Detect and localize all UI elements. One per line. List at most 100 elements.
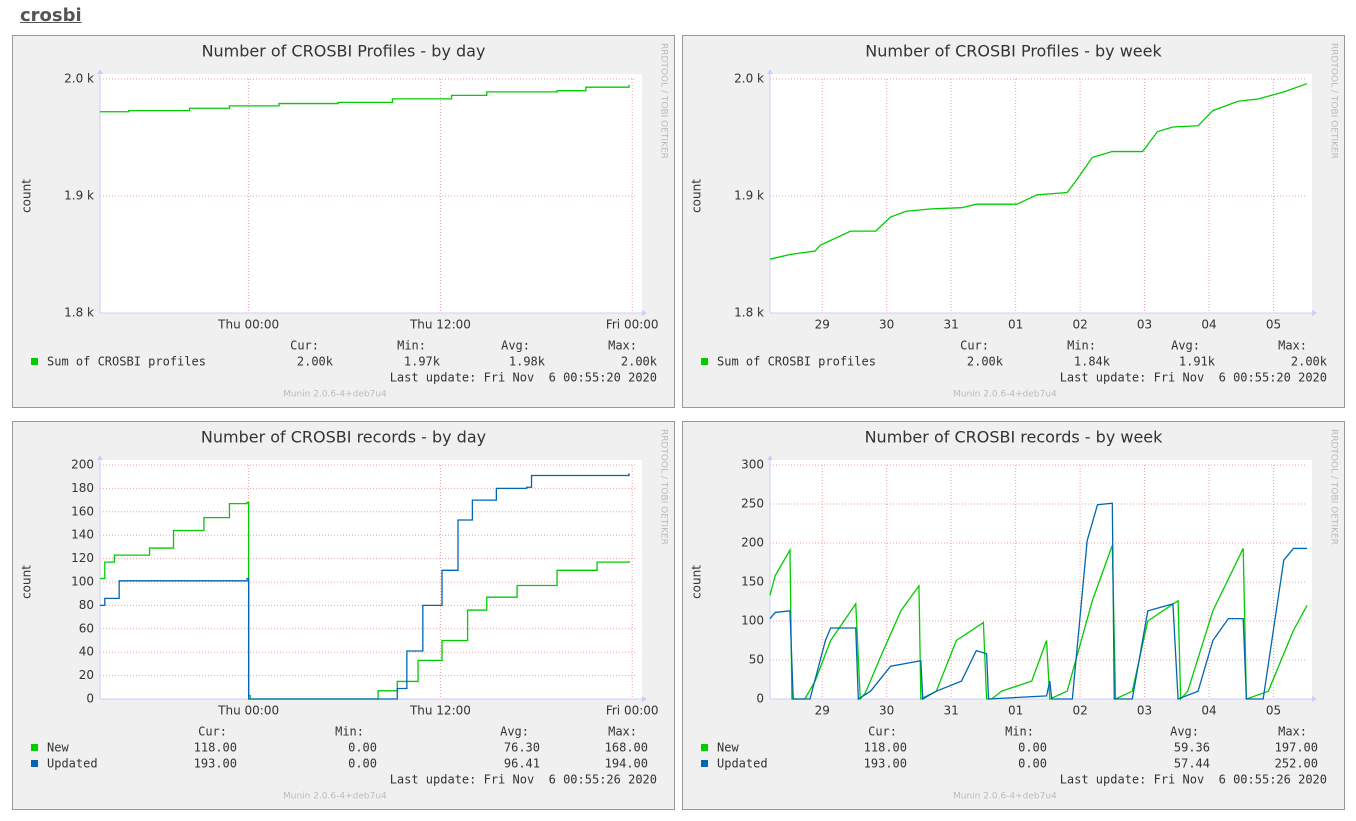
y-tick-label: 2.0 k [64,72,94,86]
y-tick-label: 1.9 k [734,189,764,203]
y-tick-label: 120 [71,551,94,565]
stat-header: Max: [608,339,637,353]
y-tick-label: 300 [741,458,764,472]
x-tick-label: 02 [1072,704,1087,718]
x-tick-label: Thu 12:00 [409,318,471,332]
y-tick-label: 2.0 k [734,72,764,86]
legend-swatch [701,358,708,365]
stat-header: Avg: [1170,725,1199,739]
last-update: Last update: Fri Nov 6 00:55:26 2020 [390,773,657,787]
stat-value: 76.30 [504,741,540,755]
x-tick-label: Thu 12:00 [409,704,471,718]
series-line [100,84,630,113]
legend-label: New [717,741,739,755]
y-tick-label: 0 [756,692,764,706]
plot-area [770,74,1312,313]
legend-swatch [31,744,38,751]
x-tick-label: 30 [879,704,894,718]
plot-area [100,460,642,699]
watermark: RRDTOOL / TOBI OETIKER [659,429,669,545]
stat-value: 0.00 [348,757,377,771]
stat-value: 57.44 [1174,757,1210,771]
graph-panel: Number of CROSBI Profiles - by week count… [682,35,1345,408]
plot-area [100,74,642,313]
stat-value: 2.00k [967,355,1004,369]
series-line [100,473,630,700]
stat-value: 118.00 [194,741,237,755]
legend-label: Updated [717,757,768,771]
x-tick-label: 04 [1201,318,1216,332]
stat-value: 0.00 [1018,741,1047,755]
y-axis-label: count [690,565,704,599]
y-tick-label: 1.8 k [734,306,764,320]
graph-panel: Number of CROSBI records - by day count RR… [12,421,675,810]
y-tick-label: 1.9 k [64,189,94,203]
legend-swatch [701,744,708,751]
legend-label: Updated [47,757,98,771]
graph-panel: Number of CROSBI Profiles - by day count R… [12,35,675,408]
stat-value: 118.00 [864,741,907,755]
axis [99,73,643,314]
chart-title: Number of CROSBI Profiles - by week [865,42,1162,61]
x-tick-label: Thu 00:00 [217,704,279,718]
y-tick-label: 250 [741,497,764,511]
stat-value: 252.00 [1275,757,1318,771]
stat-value: 2.00k [297,355,334,369]
stat-value: 59.36 [1174,741,1210,755]
y-tick-label: 200 [71,458,94,472]
stat-header: Cur: [868,725,897,739]
stat-value: 168.00 [605,741,648,755]
x-tick-label: 31 [944,318,959,332]
x-tick-label: 05 [1266,704,1281,718]
footer: Munin 2.0.6-4+deb7u4 [283,792,387,802]
stat-header: Avg: [1171,339,1200,353]
plot-area [770,460,1312,699]
y-axis-label: count [20,179,34,213]
stat-value: 1.91k [1179,355,1216,369]
x-tick-label: Fri 00:00 [606,318,659,332]
legend-swatch [701,760,708,767]
y-tick-label: 1.8 k [64,306,94,320]
stat-value: 2.00k [1291,355,1328,369]
chart-title: Number of CROSBI records - by day [201,428,486,447]
x-tick-label: 01 [1008,704,1023,718]
last-update: Last update: Fri Nov 6 00:55:20 2020 [390,371,657,385]
x-tick-label: 03 [1137,704,1152,718]
series-line [769,502,1307,701]
stat-value: 0.00 [1018,757,1047,771]
stat-value: 2.00k [621,355,658,369]
x-tick-label: Thu 00:00 [217,318,279,332]
axis [769,73,1313,314]
legend-label: New [47,741,69,755]
stat-value: 193.00 [194,757,237,771]
legend-swatch [31,358,38,365]
stat-header: Max: [1278,339,1307,353]
stat-header: Max: [1278,725,1307,739]
x-tick-label: 01 [1008,318,1023,332]
last-update: Last update: Fri Nov 6 00:55:20 2020 [1060,371,1327,385]
y-tick-label: 150 [741,575,764,589]
watermark: RRDTOOL / TOBI OETIKER [659,43,669,159]
y-tick-label: 180 [71,481,94,495]
x-tick-label: Fri 00:00 [606,704,659,718]
chart-title: Number of CROSBI Profiles - by day [202,42,486,61]
header: crosbi [20,5,82,26]
graph-panel: Number of CROSBI records - by week count R… [682,421,1345,810]
stat-value: 194.00 [605,757,648,771]
stat-value: 193.00 [864,757,907,771]
x-tick-label: 05 [1266,318,1281,332]
y-tick-label: 0 [86,692,94,706]
stat-value: 197.00 [1275,741,1318,755]
x-tick-label: 31 [944,704,959,718]
x-tick-label: 29 [815,318,830,332]
y-tick-label: 200 [741,536,764,550]
legend-label: Sum of CROSBI profiles [47,355,206,369]
stat-header: Avg: [500,725,529,739]
series-line [769,83,1308,260]
watermark: RRDTOOL / TOBI OETIKER [1329,43,1339,159]
series-line [769,545,1308,701]
legend-label: Sum of CROSBI profiles [717,355,876,369]
footer: Munin 2.0.6-4+deb7u4 [283,390,387,400]
y-tick-label: 40 [79,645,94,659]
